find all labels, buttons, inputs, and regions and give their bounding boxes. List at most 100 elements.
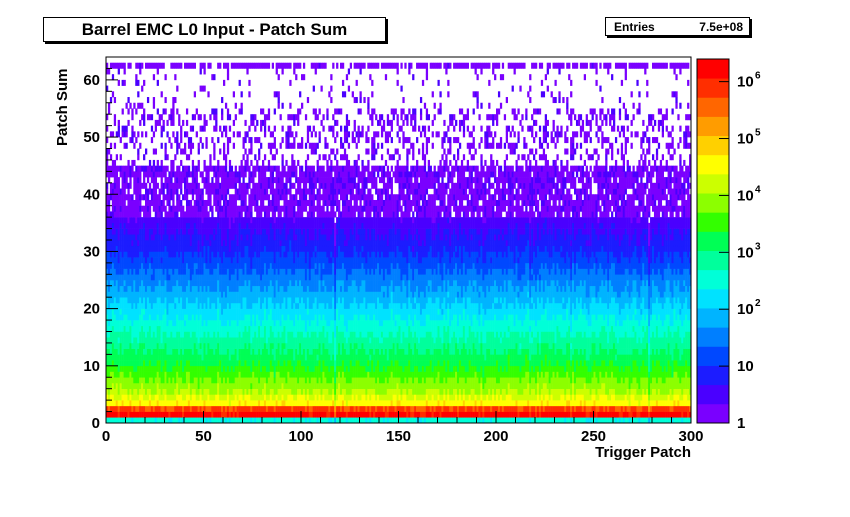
heatmap-cell — [152, 308, 156, 315]
heatmap-cell — [207, 371, 210, 378]
heatmap-cell — [189, 325, 193, 332]
heatmap-cell — [182, 262, 185, 269]
heatmap-cell — [287, 257, 290, 264]
heatmap-cell — [242, 217, 245, 224]
heatmap-cell — [176, 199, 179, 206]
heatmap-cell — [111, 222, 115, 229]
heatmap-cell — [176, 382, 179, 389]
heatmap-cell — [148, 211, 152, 218]
heatmap-cell — [168, 377, 171, 384]
heatmap-cell — [256, 268, 259, 275]
heatmap-cell — [178, 360, 181, 367]
heatmap-cell — [191, 240, 195, 247]
heatmap-cell — [178, 222, 181, 229]
heatmap-cell — [121, 240, 124, 247]
heatmap-cell — [115, 360, 118, 367]
heatmap-cell — [295, 354, 298, 361]
heatmap-cell — [277, 320, 280, 327]
heatmap-cell — [106, 251, 109, 258]
heatmap-cell — [252, 354, 255, 361]
heatmap-cell — [174, 182, 177, 189]
heatmap-cell — [107, 240, 111, 247]
heatmap-cell — [246, 405, 249, 412]
heatmap-cell — [306, 257, 310, 264]
heatmap-cell — [252, 417, 255, 424]
heatmap-cell — [240, 411, 243, 418]
heatmap-cell — [221, 108, 224, 115]
heatmap-cell — [236, 314, 239, 321]
heatmap-cell — [203, 405, 206, 412]
heatmap-cell — [129, 320, 132, 327]
heatmap-cell — [250, 354, 253, 361]
heatmap-cell — [238, 188, 241, 195]
heatmap-cell — [180, 388, 183, 395]
heatmap-cell — [133, 348, 136, 355]
heatmap-cell — [230, 320, 234, 327]
heatmap-cell — [223, 79, 226, 86]
heatmap-cell — [205, 371, 208, 378]
heatmap-cell — [162, 377, 165, 384]
heatmap-cell — [154, 228, 157, 235]
heatmap-cell — [150, 251, 154, 258]
heatmap-cell — [277, 331, 280, 338]
heatmap-cell — [158, 348, 161, 355]
heatmap-cell — [304, 240, 308, 247]
heatmap-cell — [263, 62, 267, 69]
heatmap-cell — [174, 394, 177, 401]
heatmap-cell — [201, 234, 204, 241]
heatmap-cell — [197, 342, 200, 349]
heatmap-cell — [263, 240, 267, 247]
heatmap-cell — [117, 342, 120, 349]
heatmap-cell — [301, 417, 304, 424]
heatmap-cell — [269, 131, 273, 138]
heatmap-cell — [121, 108, 124, 115]
heatmap-cell — [273, 262, 276, 269]
heatmap-cell — [185, 302, 189, 309]
heatmap-cell — [176, 131, 179, 138]
heatmap-cell — [236, 177, 239, 184]
heatmap-cell — [187, 251, 191, 258]
heatmap-cell — [195, 228, 198, 235]
heatmap-cell — [166, 262, 169, 269]
heatmap-cell — [158, 314, 161, 321]
heatmap-cell — [283, 371, 286, 378]
heatmap-cell — [207, 405, 210, 412]
heatmap-cell — [180, 268, 183, 275]
heatmap-cell — [191, 280, 195, 287]
heatmap-cell — [131, 354, 134, 361]
heatmap-cell — [238, 222, 241, 229]
heatmap-cell — [299, 234, 302, 241]
heatmap-cell — [148, 62, 152, 69]
heatmap-cell — [262, 251, 265, 258]
heatmap-cell — [258, 165, 261, 172]
heatmap-cell — [160, 342, 163, 349]
heatmap-cell — [211, 337, 214, 344]
heatmap-cell — [221, 165, 224, 172]
heatmap-cell — [133, 342, 136, 349]
heatmap-cell — [205, 211, 208, 218]
heatmap-cell — [289, 394, 292, 401]
heatmap-cell — [236, 394, 239, 401]
heatmap-cell — [197, 217, 200, 224]
heatmap-cell — [242, 194, 245, 201]
heatmap-cell — [230, 382, 234, 389]
heatmap-cell — [248, 371, 251, 378]
heatmap-cell — [221, 388, 224, 395]
heatmap-cell — [199, 400, 202, 407]
heatmap-cell — [215, 194, 218, 201]
heatmap-cell — [250, 400, 253, 407]
heatmap-cell — [182, 234, 185, 241]
heatmap-cell — [152, 245, 156, 252]
heatmap-cell — [287, 280, 290, 287]
heatmap-cell — [117, 257, 120, 264]
heatmap-cell — [224, 342, 228, 349]
heatmap-cell — [150, 268, 154, 275]
heatmap-cell — [109, 365, 113, 372]
heatmap-cell — [234, 165, 237, 172]
heatmap-cell — [141, 274, 144, 281]
heatmap-cell — [221, 228, 224, 235]
heatmap-cell — [135, 108, 138, 115]
heatmap-cell — [230, 240, 234, 247]
heatmap-cell — [166, 291, 169, 298]
heatmap-cell — [269, 234, 273, 241]
